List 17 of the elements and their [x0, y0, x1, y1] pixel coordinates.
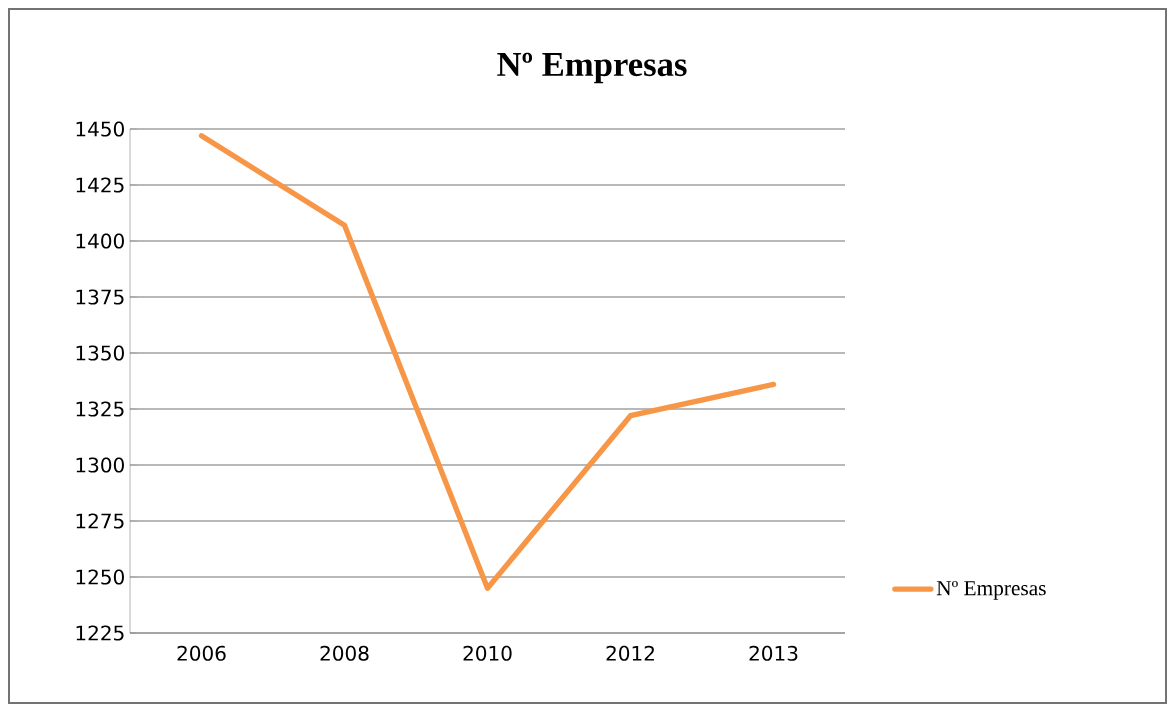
x-tick-label: 2006: [177, 645, 226, 661]
y-tick-label: 1450: [76, 121, 124, 137]
y-tick-label: 1400: [76, 233, 124, 249]
y-tick-label: 1275: [76, 513, 124, 529]
chart-title: Nº Empresas: [497, 52, 687, 84]
x-tick-label: 2008: [320, 645, 369, 661]
y-tick-label: 1425: [76, 177, 124, 193]
y-tick-label: 1375: [76, 289, 124, 305]
y-tick-label: 1225: [76, 625, 124, 641]
y-tick-label: 1300: [76, 457, 124, 473]
y-tick-label: 1250: [76, 569, 124, 585]
x-tick-label: 2010: [463, 645, 512, 661]
legend-label: Nº Empresas: [936, 580, 1046, 600]
x-tick-label: 2013: [749, 645, 798, 661]
x-tick-label: 2012: [606, 645, 654, 661]
y-tick-label: 1325: [76, 401, 124, 417]
y-tick-label: 1350: [76, 345, 124, 361]
